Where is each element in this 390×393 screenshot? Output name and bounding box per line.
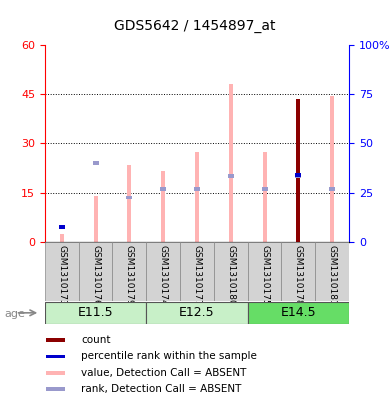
Bar <box>248 302 349 324</box>
Bar <box>315 242 349 301</box>
Text: value, Detection Call = ABSENT: value, Detection Call = ABSENT <box>82 368 247 378</box>
Bar <box>79 242 112 301</box>
Bar <box>45 302 146 324</box>
Bar <box>46 387 65 391</box>
Text: E11.5: E11.5 <box>78 306 113 320</box>
Text: rank, Detection Call = ABSENT: rank, Detection Call = ABSENT <box>82 384 242 393</box>
Text: GSM1310175: GSM1310175 <box>260 245 269 306</box>
Bar <box>262 152 267 242</box>
Bar <box>214 242 248 301</box>
Bar <box>59 225 65 229</box>
Bar <box>329 187 335 191</box>
Bar <box>146 302 248 324</box>
Bar <box>112 242 146 301</box>
Bar <box>46 338 65 342</box>
Bar <box>161 171 165 242</box>
Text: GSM1310180: GSM1310180 <box>226 245 235 306</box>
Bar <box>262 187 268 191</box>
Bar <box>228 174 234 178</box>
Bar <box>195 152 199 242</box>
Bar <box>229 84 233 242</box>
Bar <box>330 96 334 242</box>
Bar <box>60 233 64 242</box>
Text: GSM1310174: GSM1310174 <box>159 245 168 305</box>
Bar <box>180 242 214 301</box>
Bar <box>127 165 131 242</box>
Bar <box>282 242 315 301</box>
Bar <box>92 161 99 165</box>
Text: percentile rank within the sample: percentile rank within the sample <box>82 351 257 362</box>
Bar <box>248 242 282 301</box>
Text: E12.5: E12.5 <box>179 306 215 320</box>
Bar <box>295 174 301 178</box>
Text: age: age <box>5 309 26 319</box>
Bar <box>59 225 65 229</box>
Bar <box>295 173 301 176</box>
Text: count: count <box>82 335 111 345</box>
Bar <box>296 99 300 242</box>
Bar <box>296 99 300 242</box>
Text: GSM1310176: GSM1310176 <box>91 245 100 306</box>
Bar <box>194 187 200 191</box>
Text: GSM1310181: GSM1310181 <box>328 245 337 306</box>
Text: GSM1310178: GSM1310178 <box>294 245 303 306</box>
Text: GDS5642 / 1454897_at: GDS5642 / 1454897_at <box>114 18 276 33</box>
Text: GSM1310173: GSM1310173 <box>57 245 66 306</box>
Bar <box>160 187 166 191</box>
Bar <box>146 242 180 301</box>
Bar <box>46 354 65 358</box>
Bar <box>46 371 65 375</box>
Text: GSM1310179: GSM1310179 <box>125 245 134 306</box>
Text: E14.5: E14.5 <box>280 306 316 320</box>
Bar <box>94 196 98 242</box>
Bar <box>45 242 79 301</box>
Text: GSM1310177: GSM1310177 <box>192 245 202 306</box>
Bar <box>126 195 132 199</box>
